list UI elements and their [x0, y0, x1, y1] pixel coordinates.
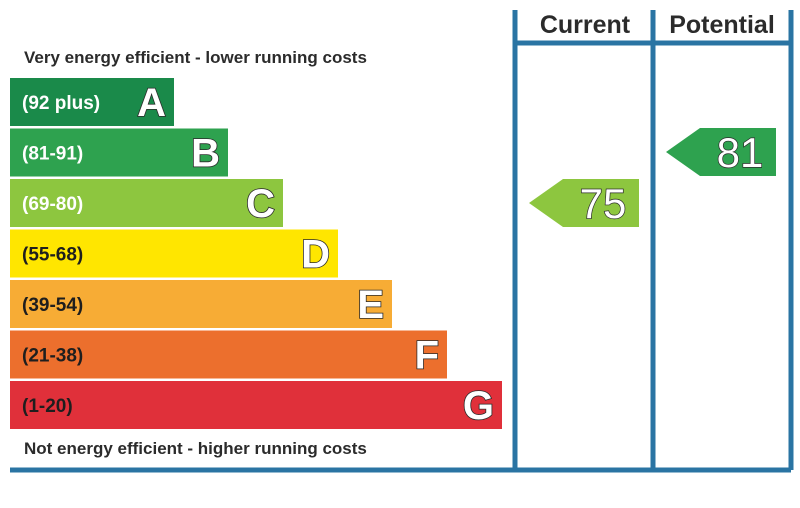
potential-column-header: Potential [669, 11, 775, 39]
band-range-label: (1-20) [22, 396, 73, 417]
band-range-label: (55-68) [22, 245, 83, 266]
band-letter: B [191, 132, 220, 176]
band-range-label: (92 plus) [22, 93, 100, 114]
band-bar-e [10, 280, 392, 328]
band-a: (92 plus) A [10, 78, 174, 126]
band-bar-d [10, 229, 338, 278]
band-range-label: (21-38) [22, 346, 83, 367]
current-column-header: Current [540, 11, 631, 39]
potential-rating: 81 [666, 128, 776, 177]
bottom-caption: Not energy efficient - higher running co… [24, 439, 367, 458]
top-caption: Very energy efficient - lower running co… [24, 48, 367, 67]
band-letter: D [301, 233, 330, 277]
band-letter: C [246, 182, 275, 226]
band-range-label: (39-54) [22, 295, 83, 316]
potential-rating-arrow [666, 128, 776, 176]
band-letter: G [463, 384, 494, 428]
band-bar-a [10, 78, 174, 126]
band-g: (1-20) G [10, 381, 502, 429]
band-letter: A [137, 81, 166, 125]
band-f: (21-38) F [10, 330, 447, 379]
band-range-label: (69-80) [22, 194, 83, 215]
current-rating-arrow [529, 179, 639, 227]
chart-frame [10, 10, 794, 473]
potential-rating-value: 81 [717, 129, 764, 176]
band-b: (81-91) B [10, 128, 228, 177]
band-c: (69-80) C [10, 179, 283, 227]
band-e: (39-54) E [10, 280, 392, 328]
rating-bands: (92 plus) A(81-91) B(69-80) C(55-68) D(39-54… [10, 78, 502, 429]
current-rating-value: 75 [580, 180, 627, 227]
band-bar-g [10, 381, 502, 429]
band-bar-b [10, 128, 228, 177]
current-rating: 75 [529, 179, 639, 228]
rating-markers: 75 81 [529, 128, 776, 228]
band-bar-f [10, 330, 447, 379]
band-d: (55-68) D [10, 229, 338, 278]
band-letter: E [357, 283, 384, 327]
band-bar-c [10, 179, 283, 227]
band-letter: F [415, 334, 439, 378]
band-range-label: (81-91) [22, 144, 83, 165]
